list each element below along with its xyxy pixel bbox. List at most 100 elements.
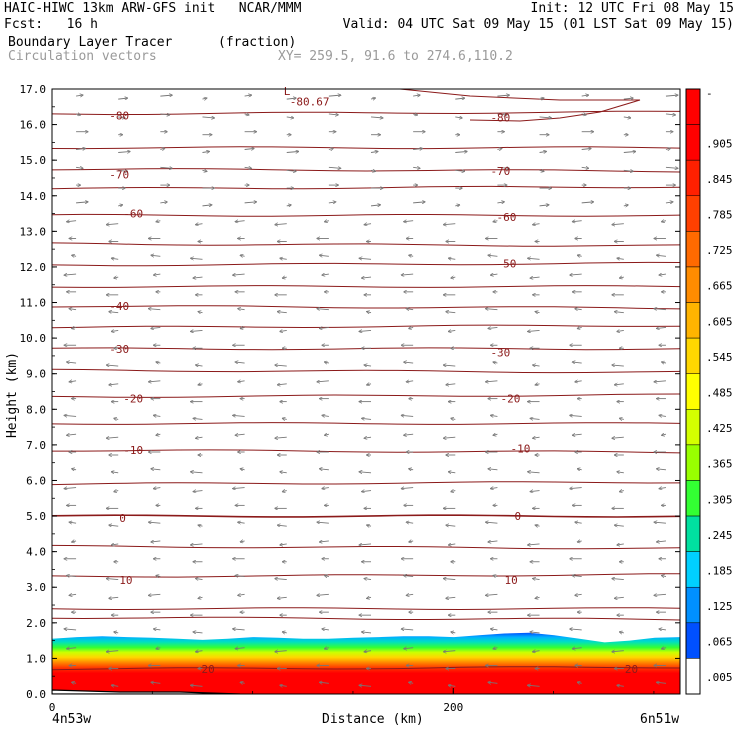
wind-vector	[623, 152, 636, 153]
wind-vector	[455, 152, 467, 153]
wind-vector	[370, 98, 375, 99]
x-tick-label: 0	[49, 701, 56, 714]
wind-vector	[370, 205, 380, 206]
wind-vector	[109, 312, 119, 313]
wind-vector	[662, 648, 667, 649]
wind-vector	[325, 648, 329, 649]
x-tick-label: 200	[443, 701, 463, 714]
wind-vector	[107, 437, 119, 438]
contour-label: -80	[490, 111, 510, 124]
wind-vector	[404, 648, 414, 649]
wind-vector	[446, 525, 456, 526]
wind-vector	[486, 594, 498, 595]
wind-vector	[539, 117, 552, 118]
colorbar-label: .305	[706, 493, 733, 506]
wind-vector	[275, 579, 287, 580]
wind-vector	[620, 491, 624, 492]
wind-vector	[615, 312, 624, 313]
colorbar-swatch	[685, 266, 701, 303]
wind-vector	[362, 491, 372, 492]
wind-vector	[575, 522, 582, 523]
wind-vector	[233, 274, 245, 275]
wind-vector	[67, 434, 77, 435]
wind-vector	[370, 117, 383, 118]
wind-vector	[615, 384, 624, 385]
colorbar-swatch	[685, 337, 701, 374]
temperature-contour	[52, 544, 680, 550]
wind-vector	[118, 205, 122, 206]
header-line2-left: Fcst: 16 h	[4, 17, 98, 32]
wind-vector	[65, 629, 77, 630]
wind-vector	[444, 224, 456, 225]
wind-vector	[617, 330, 624, 331]
wind-vector	[283, 632, 287, 633]
wind-vector	[154, 415, 161, 416]
wind-vector	[109, 597, 119, 598]
colorbar-swatch	[685, 480, 701, 517]
y-tick-label: 3.0	[26, 581, 46, 594]
wind-vector	[328, 149, 333, 150]
wind-vector	[491, 488, 498, 489]
wind-vector	[659, 274, 667, 275]
wind-vector	[404, 434, 414, 435]
wind-vector	[244, 149, 254, 150]
wind-vector	[531, 491, 540, 492]
wind-vector	[156, 434, 161, 435]
wind-vector	[202, 205, 211, 206]
wind-vector	[402, 415, 414, 416]
y-tick-label: 2.0	[26, 617, 46, 630]
wind-vector	[360, 472, 372, 473]
wind-vector	[70, 594, 77, 595]
colorbar-label: .905	[706, 137, 733, 150]
wind-vector	[455, 117, 462, 118]
wind-vector	[238, 309, 245, 310]
wind-vector	[402, 629, 414, 630]
wind-vector	[488, 682, 498, 683]
wind-vector	[407, 309, 414, 310]
wind-vector	[491, 274, 498, 275]
y-tick-label: 10.0	[20, 332, 47, 345]
temperature-contour	[52, 368, 680, 374]
wind-vector	[191, 472, 203, 473]
wind-vector	[612, 579, 624, 580]
wind-vector	[156, 648, 161, 649]
colorbar-label: .725	[706, 244, 733, 257]
colorbar-label: .245	[706, 529, 733, 542]
wind-vector	[617, 472, 624, 473]
temperature-contour	[52, 146, 680, 150]
colorbar-label: .065	[706, 636, 733, 649]
colorbar-swatch	[685, 622, 701, 659]
wind-vector	[570, 488, 582, 489]
wind-vector	[112, 330, 119, 331]
temperature-contour	[52, 285, 680, 288]
wind-vector	[283, 277, 287, 278]
wind-vector	[451, 418, 456, 419]
wind-vector	[112, 258, 119, 259]
wind-vector	[409, 327, 414, 328]
contour-label: 0	[119, 512, 126, 525]
y-tick-label: 9.0	[26, 368, 46, 381]
wind-vector	[493, 576, 498, 577]
wind-vector	[151, 469, 161, 470]
wind-vector	[322, 629, 329, 630]
wind-vector	[528, 472, 540, 473]
wind-vector	[65, 415, 77, 416]
wind-vector	[154, 629, 161, 630]
wind-vector	[280, 685, 287, 686]
wind-vector	[486, 522, 498, 523]
wind-vector	[160, 149, 164, 150]
wind-vector	[109, 384, 119, 385]
wind-vector	[114, 418, 119, 419]
field-title: Boundary Layer Tracer	[8, 35, 173, 50]
colorbar-swatch	[685, 124, 701, 161]
wind-vector	[665, 114, 675, 115]
wind-vector	[665, 95, 678, 96]
wind-vector	[570, 415, 582, 416]
wind-vector	[191, 685, 203, 686]
wind-vector	[233, 488, 245, 489]
wind-vector	[575, 309, 582, 310]
wind-vector	[278, 597, 287, 598]
wind-vector	[365, 579, 372, 580]
wind-vector	[191, 258, 203, 259]
wind-vector	[76, 202, 88, 203]
